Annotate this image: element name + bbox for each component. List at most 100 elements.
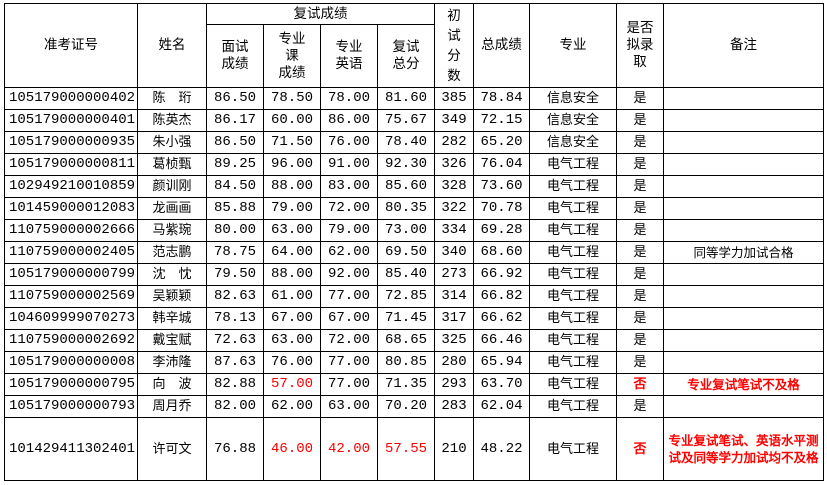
cell-remark [663,87,824,110]
cell-id: 101429411302401 [4,417,138,481]
table-row: 105179000000811 葛桢甄 89.25 96.00 91.00 92.30 32… [4,153,824,176]
cell-retest: 72.85 [377,285,435,308]
cell-admitted: 否 [616,417,664,481]
header-retest-total: 复试 总分 [377,24,435,88]
cell-retest: 92.30 [377,153,435,176]
cell-initial: 334 [434,219,474,242]
cell-remark [663,329,824,352]
cell-total: 73.60 [473,175,530,198]
cell-major: 电气工程 [529,417,617,481]
cell-retest: 73.00 [377,219,435,242]
cell-total: 66.62 [473,307,530,330]
table-row: 105179000000935 朱小强 86.50 71.50 76.00 78.40 28… [4,131,824,154]
cell-total: 70.78 [473,197,530,220]
cell-interview: 82.00 [206,395,264,418]
cell-id: 105179000000795 [4,373,138,396]
cell-total: 76.04 [473,153,530,176]
cell-course: 88.00 [263,263,321,286]
header-major: 专业 [529,3,617,88]
header-remark: 备注 [663,3,824,88]
cell-interview: 72.63 [206,329,264,352]
cell-interview: 82.88 [206,373,264,396]
cell-remark [663,351,824,374]
cell-admitted: 否 [616,373,664,396]
cell-total: 78.84 [473,87,530,110]
cell-major: 电气工程 [529,197,617,220]
cell-name: 戴宝赋 [137,329,207,352]
table-row: 105179000000799 沈 忱 79.50 88.00 92.00 85.40 27… [4,263,824,286]
table-row: 105179000000008 李沛隆 87.63 76.00 77.00 80.85 28… [4,351,824,374]
cell-course: 79.00 [263,197,321,220]
cell-retest: 68.65 [377,329,435,352]
cell-initial: 282 [434,131,474,154]
cell-admitted: 是 [616,109,664,132]
cell-name: 周月乔 [137,395,207,418]
cell-admitted: 是 [616,219,664,242]
cell-english: 77.00 [320,373,378,396]
cell-id: 110759000002666 [4,219,138,242]
cell-interview: 86.50 [206,131,264,154]
cell-major: 电气工程 [529,175,617,198]
cell-name: 陈 珩 [137,87,207,110]
cell-major: 电气工程 [529,373,617,396]
cell-english: 63.00 [320,395,378,418]
cell-total: 62.04 [473,395,530,418]
cell-admitted: 是 [616,395,664,418]
cell-english: 78.00 [320,87,378,110]
cell-initial: 322 [434,197,474,220]
cell-initial: 328 [434,175,474,198]
cell-total: 66.92 [473,263,530,286]
cell-major: 电气工程 [529,263,617,286]
cell-course: 63.00 [263,219,321,242]
table-row: 110759000002666 马紫琬 80.00 63.00 79.00 73.00 33… [4,219,824,242]
cell-name: 陈英杰 [137,109,207,132]
cell-name: 范志鹏 [137,241,207,264]
cell-initial: 385 [434,87,474,110]
cell-admitted: 是 [616,351,664,374]
cell-interview: 86.50 [206,87,264,110]
cell-remark [663,285,824,308]
cell-initial: 326 [434,153,474,176]
header-major-english: 专业 英语 [320,24,378,88]
score-table: 准考证号 姓名 复试成绩 初 试 分 数 总成绩 专业 是否 拟录 取 备注 面… [4,3,824,481]
cell-name: 葛桢甄 [137,153,207,176]
cell-english: 86.00 [320,109,378,132]
cell-major: 电气工程 [529,329,617,352]
header-name: 姓名 [137,3,207,88]
cell-interview: 82.63 [206,285,264,308]
table-row: 102949210010859 颜训刚 84.50 88.00 83.00 85.60 32… [4,175,824,198]
cell-english: 67.00 [320,307,378,330]
cell-retest: 80.85 [377,351,435,374]
cell-interview: 78.13 [206,307,264,330]
cell-interview: 76.88 [206,417,264,481]
cell-admitted: 是 [616,307,664,330]
cell-course: 76.00 [263,351,321,374]
cell-interview: 79.50 [206,263,264,286]
cell-id: 105179000000811 [4,153,138,176]
cell-course: 46.00 [263,417,321,481]
cell-english: 42.00 [320,417,378,481]
cell-total: 63.70 [473,373,530,396]
cell-initial: 283 [434,395,474,418]
cell-id: 110759000002405 [4,241,138,264]
cell-initial: 314 [434,285,474,308]
header-interview: 面试 成绩 [206,24,264,88]
cell-total: 68.60 [473,241,530,264]
cell-english: 77.00 [320,285,378,308]
cell-remark: 专业复试笔试、英语水平测试及同等学力加试均不及格 [663,417,824,481]
cell-major: 信息安全 [529,131,617,154]
cell-admitted: 是 [616,285,664,308]
cell-remark: 专业复试笔试不及格 [663,373,824,396]
cell-initial: 317 [434,307,474,330]
cell-retest: 70.20 [377,395,435,418]
cell-retest: 57.55 [377,417,435,481]
cell-id: 104609999070273 [4,307,138,330]
cell-major: 电气工程 [529,285,617,308]
cell-id: 105179000000799 [4,263,138,286]
cell-admitted: 是 [616,175,664,198]
cell-remark [663,263,824,286]
cell-remark [663,307,824,330]
cell-id: 110759000002569 [4,285,138,308]
cell-initial: 325 [434,329,474,352]
cell-name: 沈 忱 [137,263,207,286]
